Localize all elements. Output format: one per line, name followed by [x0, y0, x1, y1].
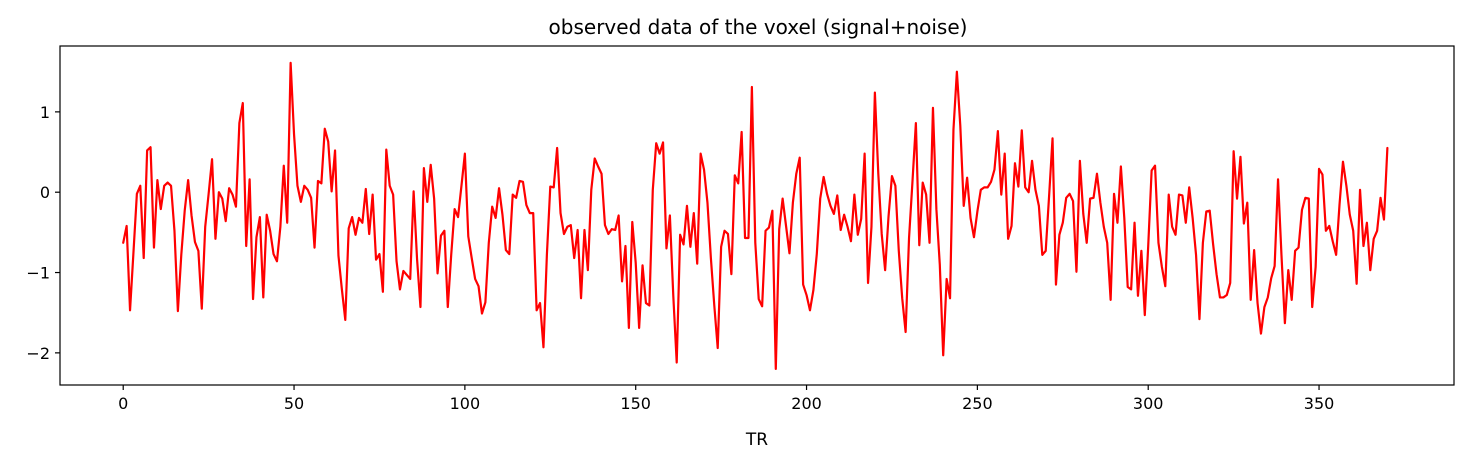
plot-frame: [59, 45, 1455, 386]
x-tick-label: 150: [620, 394, 651, 413]
x-tick-label: 100: [450, 394, 481, 413]
x-tick-label: 300: [1133, 394, 1164, 413]
x-tick-label: 0: [118, 394, 128, 413]
plot-area: [59, 45, 1455, 386]
series-layer: [122, 61, 1389, 371]
chart-title: observed data of the voxel (signal+noise…: [549, 15, 968, 39]
x-tick-label: 350: [1304, 394, 1335, 413]
y-axis: 1 0 −1 −2: [26, 103, 60, 363]
x-tick-label: 50: [284, 394, 304, 413]
x-tick-label: 250: [962, 394, 993, 413]
series-line: [122, 61, 1389, 371]
y-tick-label: −1: [26, 264, 50, 283]
x-tick-label: 200: [791, 394, 822, 413]
y-tick-label: 1: [40, 103, 50, 122]
y-tick-label: −2: [26, 344, 50, 363]
x-axis-label: TR: [745, 430, 768, 450]
y-tick-label: 0: [40, 183, 50, 202]
x-axis: 0 50 100 150 200 250 300 350: [118, 385, 1334, 413]
